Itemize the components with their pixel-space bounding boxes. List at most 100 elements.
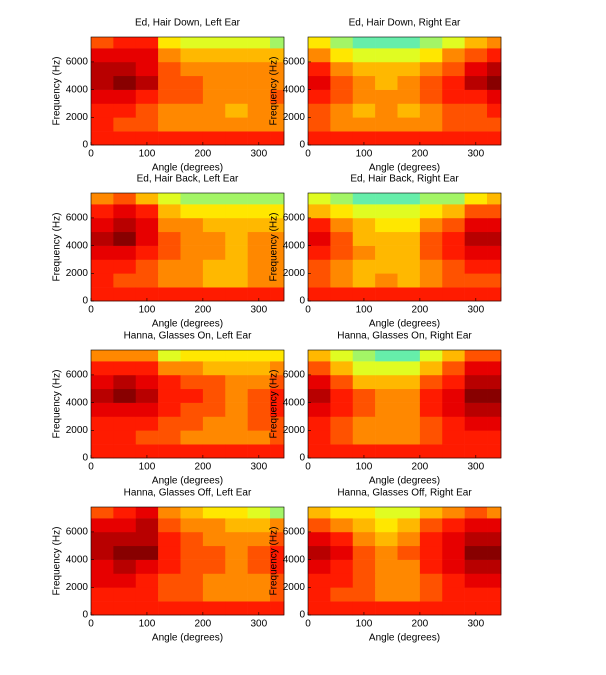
heat-cell [352, 217, 376, 233]
heat-cell [247, 61, 271, 77]
heat-cell [330, 259, 354, 274]
y-tick-label: 4000 [283, 554, 306, 565]
heat-cell [180, 231, 204, 246]
heat-cell [135, 416, 159, 431]
heat-cell [375, 259, 398, 274]
heat-cell [375, 89, 398, 104]
heat-cell [135, 559, 159, 574]
heat-cell [225, 416, 248, 431]
heat-cell [419, 117, 443, 132]
heat-cell [442, 531, 465, 547]
heat-cell [270, 601, 285, 616]
heat-cell [247, 507, 271, 519]
heat-cell [113, 531, 137, 547]
chart-title: Ed, Hair Down, Right Ear [349, 18, 461, 29]
heat-cell [202, 361, 226, 376]
heat-cell [270, 48, 285, 63]
heat-cell [91, 259, 114, 274]
y-tick-label: 2000 [66, 582, 89, 593]
y-tick-label: 4000 [283, 84, 306, 95]
heat-cell [270, 402, 285, 417]
heat-cell [225, 573, 248, 588]
heat-cell [487, 374, 502, 390]
heat-cell [270, 388, 285, 403]
heat-cell [442, 361, 465, 376]
heat-cell [135, 273, 159, 288]
heat-cell [247, 287, 271, 302]
heat-cell [225, 75, 248, 90]
heat-cell [487, 507, 502, 519]
heat-cell [91, 444, 114, 459]
heat-cell [247, 402, 271, 417]
heat-cell [330, 601, 354, 616]
heat-cell [330, 559, 354, 574]
heat-cell [247, 89, 271, 104]
heat-cell [330, 430, 354, 445]
heat-cell [91, 601, 114, 616]
heat-cell [225, 430, 248, 445]
y-axis-label: Frequency (Hz) [269, 370, 280, 439]
heat-cell [202, 601, 226, 616]
heat-cell [419, 204, 443, 219]
heat-cell [442, 559, 465, 574]
heat-cell [308, 61, 331, 77]
heat-cell [352, 103, 376, 118]
heat-cell [225, 361, 248, 376]
heat-cell [270, 545, 285, 560]
x-axis-label: Angle (degrees) [369, 319, 440, 330]
heat-cell [113, 518, 137, 533]
heat-cell [442, 601, 465, 616]
y-tick-label: 2000 [66, 425, 89, 436]
heat-cell [91, 103, 114, 118]
heat-cell [419, 61, 443, 77]
y-tick-label: 0 [299, 610, 305, 621]
x-axis-label: Angle (degrees) [152, 319, 223, 330]
heat-cell [487, 204, 502, 219]
x-tick-label: 100 [356, 149, 373, 160]
heat-cell [397, 587, 421, 602]
heat-cell [158, 361, 181, 376]
heat-cell [464, 531, 488, 547]
heat-cell [419, 350, 443, 362]
heat-cell [91, 374, 114, 390]
heat-cell [464, 350, 488, 362]
heat-cell [158, 388, 181, 403]
heat-cell [308, 259, 331, 274]
heat-cell [330, 75, 354, 90]
heat-cell [225, 131, 248, 146]
heat-cell [135, 75, 159, 90]
heat-cell [397, 231, 421, 246]
heat-cell [330, 416, 354, 431]
heat-cell [375, 245, 398, 260]
heat-cell [308, 545, 331, 560]
heat-cell [464, 402, 488, 417]
heat-cell [270, 273, 285, 288]
heat-cell [487, 273, 502, 288]
heat-cell [352, 75, 376, 90]
heat-cell [158, 430, 181, 445]
heat-cell [375, 573, 398, 588]
heat-cell [442, 350, 465, 362]
heat-cell [375, 402, 398, 417]
heat-cell [158, 48, 181, 63]
heat-cell [135, 444, 159, 459]
heat-cell [308, 117, 331, 132]
x-tick-label: 100 [139, 619, 156, 630]
y-tick-label: 6000 [66, 57, 89, 68]
heat-cell [419, 48, 443, 63]
heat-cell [308, 131, 331, 146]
chart-title: Hanna, Glasses Off, Left Ear [124, 488, 252, 499]
heat-cell [113, 245, 137, 260]
heat-cell [270, 245, 285, 260]
heat-cell [202, 287, 226, 302]
heat-cell [419, 573, 443, 588]
heat-cell [330, 61, 354, 77]
heat-cell [464, 131, 488, 146]
heat-cell [352, 117, 376, 132]
heat-cell [202, 388, 226, 403]
heat-cell [180, 531, 204, 547]
chart-title: Hanna, Glasses On, Right Ear [337, 331, 472, 342]
heat-cell [375, 587, 398, 602]
x-tick-label: 200 [195, 462, 212, 473]
heat-cell [202, 402, 226, 417]
